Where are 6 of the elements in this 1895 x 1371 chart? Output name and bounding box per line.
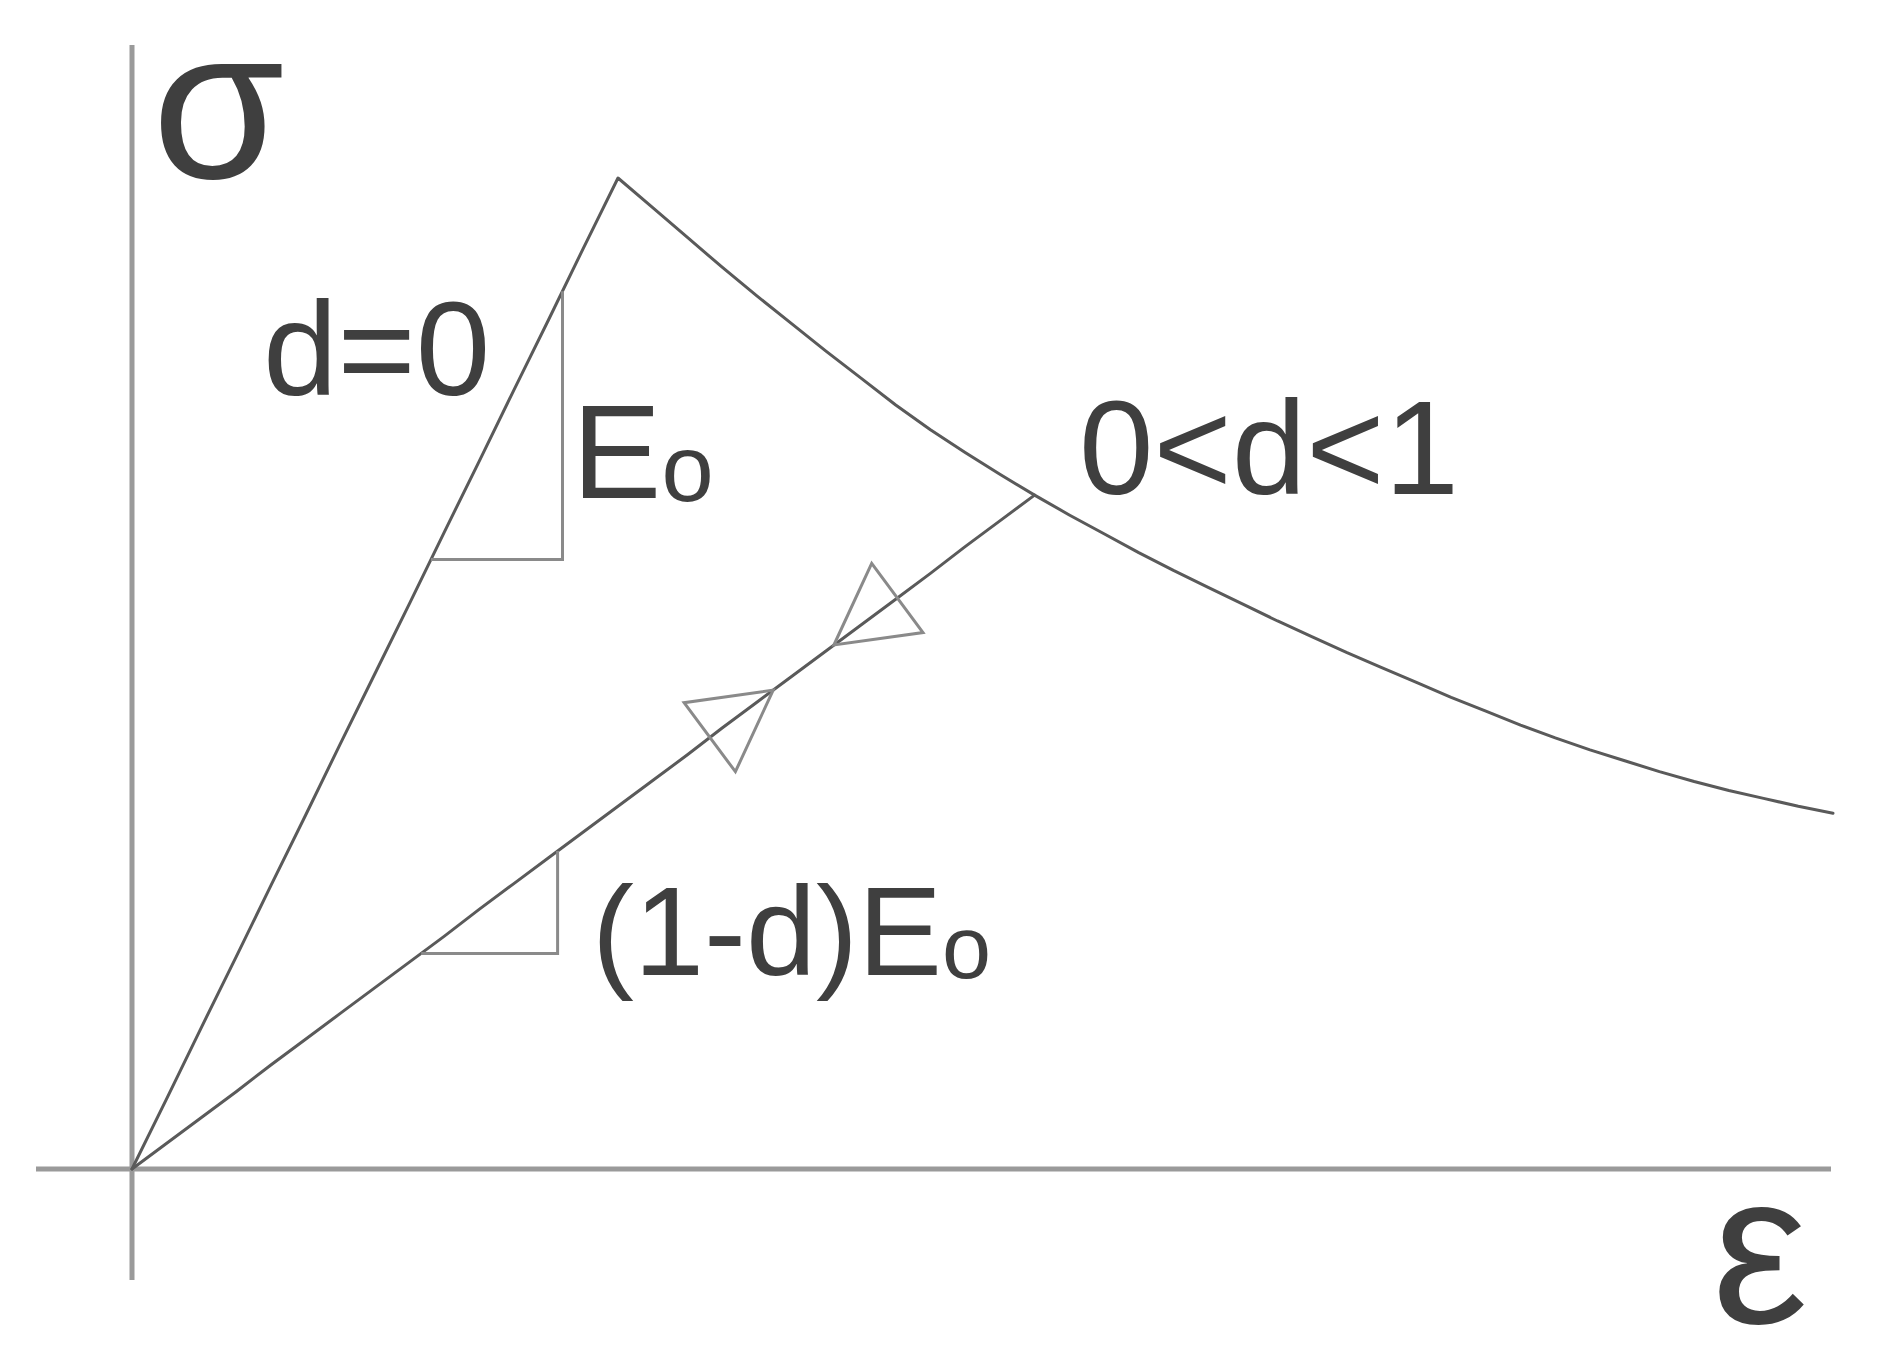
annotation: d=0 [263,274,491,423]
annotation: Eo [572,377,714,526]
annotation: 0<d<1 [1079,373,1460,522]
x-axis-title: ε [1712,1128,1808,1369]
y-axis-title: σ [152,0,285,224]
annotation: (1-d)Eo [592,861,992,1002]
